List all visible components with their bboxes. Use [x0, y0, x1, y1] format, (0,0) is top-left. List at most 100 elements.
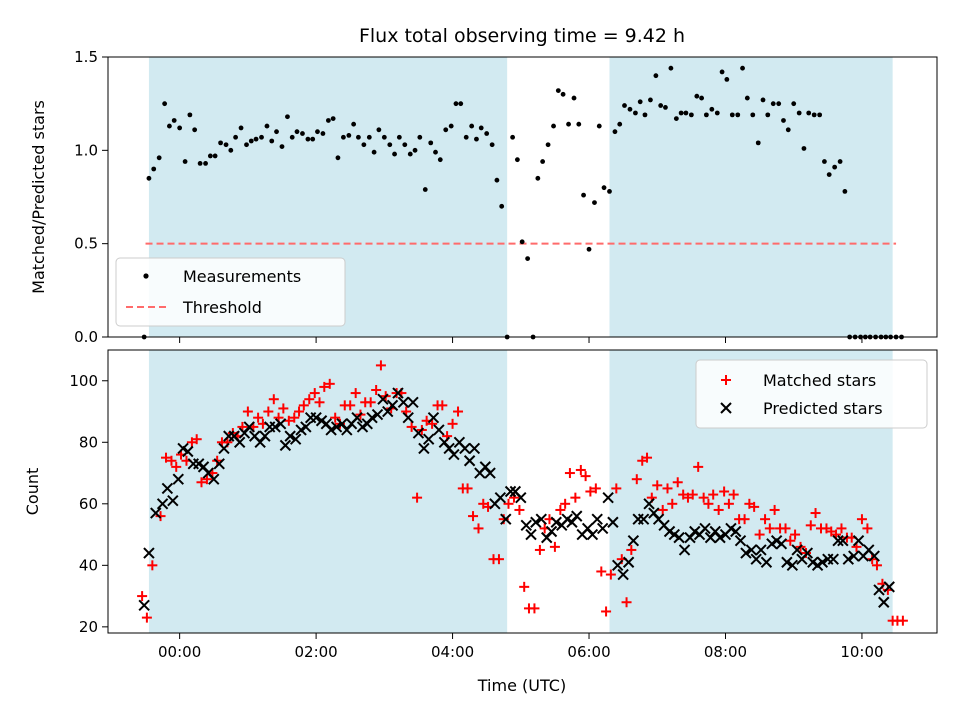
- matched-star-point: [529, 603, 540, 614]
- y-tick-label: 0.5: [74, 235, 98, 253]
- matched-star-point: [713, 504, 724, 515]
- predicted-star-point: [673, 531, 685, 544]
- measurement-point: [356, 134, 361, 140]
- predicted-star-point: [781, 556, 793, 568]
- measurement-point: [663, 105, 668, 110]
- predicted-star-point: [143, 547, 155, 559]
- matched-star-point: [493, 554, 504, 565]
- predicted-star-point: [243, 421, 255, 433]
- legend-marker-matched: [721, 375, 731, 385]
- legend-label-predicted: Predicted stars: [763, 399, 883, 418]
- y-tick-label: 60: [79, 495, 98, 513]
- matched-star-point: [473, 523, 484, 534]
- matched-star-point: [642, 452, 653, 463]
- matched-star-point: [437, 400, 448, 411]
- measurement-point: [678, 110, 684, 116]
- matched-star-point: [549, 541, 560, 552]
- measurement-point: [765, 112, 771, 118]
- matched-star-point: [447, 418, 458, 429]
- predicted-star-point: [627, 535, 640, 547]
- predicted-star-point: [873, 584, 885, 596]
- matched-star-point: [371, 384, 382, 395]
- measurement-point: [806, 110, 812, 116]
- y-tick-label: 1.0: [74, 141, 98, 159]
- predicted-star-point: [842, 553, 855, 565]
- measurement-point: [274, 129, 279, 135]
- matched-star-point: [570, 492, 581, 503]
- measurement-point: [755, 140, 761, 146]
- y-axis-label: Count: [23, 468, 42, 516]
- measurement-point: [437, 157, 443, 163]
- measurement-point: [218, 140, 223, 146]
- predicted-star-point: [730, 525, 742, 538]
- matched-star-point: [631, 474, 642, 485]
- measurement-point: [233, 134, 238, 140]
- measurement-point: [633, 110, 638, 116]
- matched-star-point: [790, 529, 801, 540]
- matched-star-point: [319, 381, 330, 392]
- predicted-star-point: [816, 556, 829, 568]
- measurement-point: [187, 112, 193, 118]
- y-tick-label: 1.5: [74, 48, 98, 66]
- measurement-point: [203, 161, 208, 166]
- measurement-point: [801, 146, 807, 151]
- measurement-point: [289, 134, 295, 140]
- measurement-point: [776, 101, 782, 107]
- measurement-point: [305, 136, 311, 142]
- matched-star-point: [155, 511, 166, 522]
- matched-star-point: [191, 434, 202, 445]
- measurement-point: [826, 172, 832, 178]
- measurement-point: [244, 142, 249, 148]
- predicted-star-point: [433, 424, 445, 436]
- matched-star-point: [278, 403, 289, 414]
- matched-star-point: [580, 471, 591, 482]
- y-tick-label: 0.0: [74, 328, 98, 346]
- measurement-point: [817, 112, 823, 118]
- matched-star-point: [749, 501, 760, 512]
- matched-star-point: [672, 477, 683, 488]
- predicted-star-point: [459, 442, 471, 455]
- measurement-point: [264, 123, 270, 129]
- matched-star-point: [330, 412, 341, 423]
- matched-star-point: [468, 511, 479, 522]
- measurement-point: [607, 189, 612, 194]
- measurement-point: [724, 77, 730, 82]
- measurement-point: [269, 138, 275, 144]
- matched-star-point: [862, 523, 873, 534]
- matched-star-point: [708, 489, 719, 500]
- matched-star-point: [836, 523, 847, 534]
- measurement-point: [396, 134, 402, 140]
- predicted-star-point: [571, 510, 583, 522]
- predicted-star-point: [520, 519, 532, 532]
- measurement-point: [688, 112, 694, 118]
- measurement-point: [709, 106, 715, 112]
- measurement-point: [637, 99, 643, 105]
- matched-star-point: [605, 569, 616, 580]
- measurement-point: [499, 203, 505, 209]
- matched-star-point: [596, 566, 607, 577]
- predicted-star-point: [371, 408, 384, 421]
- predicted-star-point: [643, 498, 655, 510]
- matched-star-point: [453, 406, 464, 417]
- matched-star-point: [601, 606, 612, 617]
- measurement-point: [673, 116, 679, 121]
- predicted-star-point: [750, 553, 762, 565]
- predicted-star-point: [550, 516, 562, 528]
- measurement-point: [555, 88, 561, 93]
- measurement-point: [212, 153, 218, 159]
- measurement-point: [320, 131, 326, 136]
- matched-star-point: [268, 394, 279, 405]
- measurement-point: [770, 101, 776, 107]
- matched-star-point: [196, 477, 207, 488]
- matched-star-point: [462, 483, 473, 494]
- measurement-point: [300, 131, 305, 136]
- observing-window-0: [148, 350, 508, 633]
- predicted-star-point: [402, 411, 414, 424]
- matched-star-point: [667, 498, 678, 509]
- matched-star-point: [698, 492, 709, 503]
- measurement-point: [576, 121, 582, 127]
- predicted-star-point: [412, 427, 425, 439]
- predicted-star-point: [330, 421, 343, 433]
- measurement-point: [171, 118, 177, 123]
- predicted-star-point: [586, 528, 599, 541]
